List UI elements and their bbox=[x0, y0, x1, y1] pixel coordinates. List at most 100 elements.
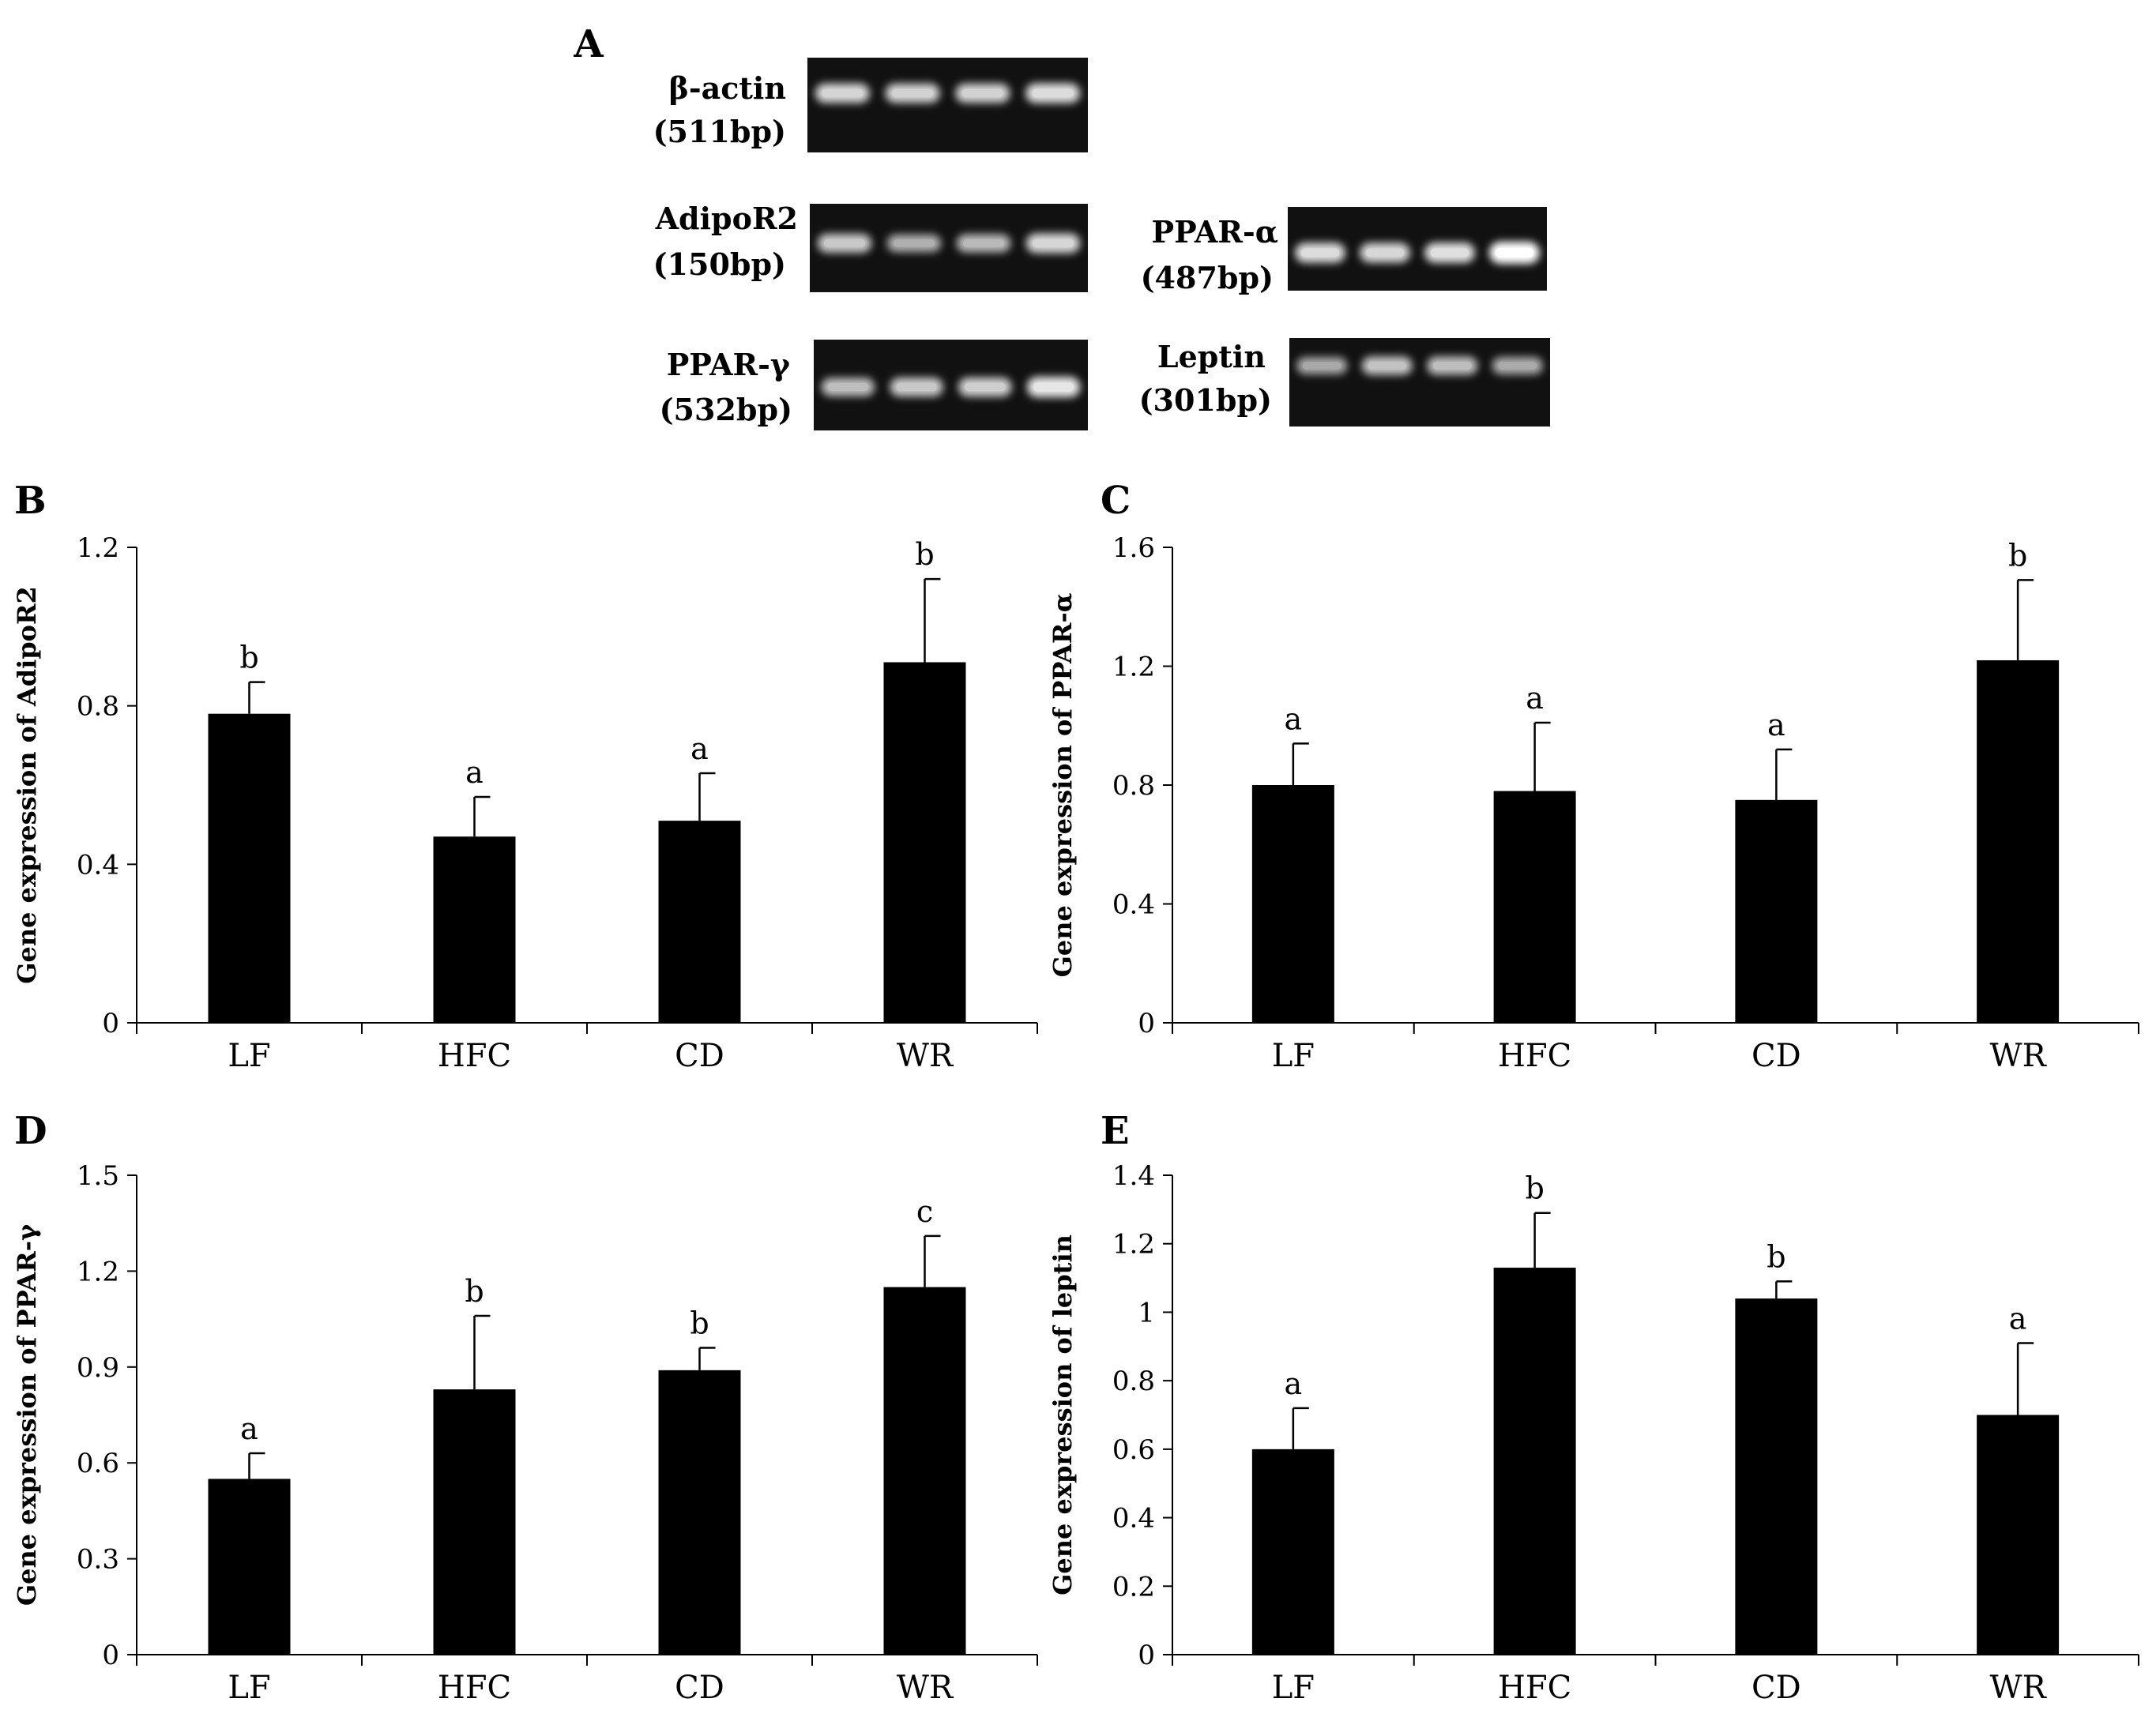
band-core-b-actin-lane-3 bbox=[961, 88, 1004, 98]
y-tick-label-e-7: 1.4 bbox=[1112, 1160, 1155, 1192]
x-category-label-c-hfc: HFC bbox=[1498, 1038, 1571, 1074]
gel-b-actin: β-actin (511bp) bbox=[653, 58, 1088, 152]
significance-label-b-hfc: a bbox=[465, 755, 484, 790]
chart-b: B 0 0.4 0.8 1.2 Gene expression of AdipoR2 b L… bbox=[12, 479, 1038, 1074]
bar-e-cd bbox=[1735, 1298, 1818, 1655]
bar-e-lf bbox=[1251, 1449, 1334, 1655]
y-tick-label-d-4: 1.2 bbox=[77, 1256, 119, 1287]
y-tick-label-d-3: 0.9 bbox=[77, 1352, 119, 1384]
y-tick-label-b-3: 1.2 bbox=[77, 532, 119, 564]
x-category-label-b-wr: WR bbox=[897, 1038, 954, 1074]
significance-label-e-cd: b bbox=[1767, 1239, 1785, 1274]
gel-size-ppar-alpha: (487bp) bbox=[1141, 260, 1274, 295]
significance-label-e-wr: a bbox=[2009, 1301, 2027, 1336]
y-tick-label-b-1: 0.4 bbox=[77, 849, 119, 881]
significance-label-b-lf: b bbox=[239, 641, 258, 675]
y-tick-label-d-5: 1.5 bbox=[77, 1160, 119, 1192]
y-tick-label-e-5: 1 bbox=[1138, 1297, 1155, 1328]
significance-label-d-hfc: b bbox=[465, 1274, 484, 1309]
gel-adipor2: AdipoR2 (150bp) bbox=[653, 201, 1088, 292]
y-tick-label-e-0: 0 bbox=[1138, 1640, 1155, 1671]
y-tick-label-d-1: 0.3 bbox=[77, 1544, 119, 1576]
panel-letter-c: C bbox=[1101, 479, 1131, 523]
gel-image-b-actin bbox=[807, 58, 1088, 152]
band-core-leptin-lane-1 bbox=[1302, 362, 1341, 370]
bar-b-lf bbox=[208, 713, 291, 1023]
significance-label-c-wr: b bbox=[2008, 538, 2027, 573]
gel-size-adipor2: (150bp) bbox=[653, 246, 786, 282]
gel-image-leptin bbox=[1289, 338, 1550, 426]
gel-name-adipor2: AdipoR2 bbox=[655, 201, 798, 236]
x-category-label-c-lf: LF bbox=[1272, 1038, 1315, 1074]
band-core-adipor2-lane-3 bbox=[962, 239, 1005, 248]
bar-e-wr bbox=[1977, 1415, 2060, 1655]
panel-letter-e: E bbox=[1101, 1109, 1130, 1153]
bar-d-hfc bbox=[433, 1389, 516, 1655]
significance-label-c-hfc: a bbox=[1526, 681, 1544, 716]
bar-d-wr bbox=[883, 1287, 966, 1655]
band-core-adipor2-lane-1 bbox=[823, 239, 866, 248]
gel-panel: A β-actin (511bp) AdipoR2 (150bp) PPAR-α… bbox=[573, 22, 1550, 430]
significance-label-b-cd: a bbox=[690, 731, 709, 766]
x-category-label-e-cd: CD bbox=[1752, 1670, 1801, 1706]
x-category-label-c-cd: CD bbox=[1752, 1038, 1801, 1074]
band-core-ppar-gamma-lane-3 bbox=[965, 382, 1006, 392]
bar-c-cd bbox=[1735, 799, 1818, 1023]
gel-ppar-alpha: PPAR-α (487bp) bbox=[1141, 207, 1547, 295]
band-core-adipor2-lane-2 bbox=[893, 239, 935, 247]
y-tick-label-c-0: 0 bbox=[1138, 1008, 1155, 1039]
band-core-ppar-alpha-lane-1 bbox=[1300, 248, 1340, 257]
chart-c: C 0 0.4 0.8 1.2 1.6 Gene expression of PPAR-α… bbox=[1048, 479, 2139, 1074]
gel-size-leptin: (301bp) bbox=[1139, 382, 1272, 418]
gel-ppar-gamma: PPAR-γ (532bp) bbox=[660, 340, 1088, 430]
x-category-label-d-cd: CD bbox=[675, 1670, 724, 1706]
y-tick-label-e-2: 0.4 bbox=[1112, 1503, 1155, 1535]
x-category-label-b-cd: CD bbox=[675, 1038, 724, 1074]
y-axis-title-d: Gene expression of PPAR-γ bbox=[12, 1223, 42, 1606]
bar-d-lf bbox=[208, 1479, 291, 1655]
panel-letter-a: A bbox=[573, 22, 604, 66]
x-category-label-c-wr: WR bbox=[1990, 1038, 2048, 1074]
band-core-leptin-lane-2 bbox=[1368, 361, 1407, 370]
band-core-ppar-alpha-lane-3 bbox=[1430, 248, 1469, 257]
x-category-label-e-wr: WR bbox=[1990, 1670, 2048, 1706]
significance-label-d-wr: c bbox=[916, 1194, 933, 1229]
y-axis-title-b: Gene expression of AdipoR2 bbox=[12, 586, 42, 984]
gel-name-ppar-alpha: PPAR-α bbox=[1152, 214, 1278, 250]
band-core-ppar-gamma-lane-4 bbox=[1033, 382, 1074, 392]
y-tick-label-c-3: 1.2 bbox=[1112, 652, 1155, 683]
band-core-adipor2-lane-4 bbox=[1032, 239, 1074, 248]
gel-size-b-actin: (511bp) bbox=[653, 114, 786, 149]
band-core-leptin-lane-3 bbox=[1432, 361, 1472, 370]
bar-c-hfc bbox=[1493, 791, 1576, 1023]
bar-c-wr bbox=[1977, 659, 2060, 1023]
y-tick-label-e-1: 0.2 bbox=[1112, 1571, 1155, 1603]
gel-name-leptin: Leptin bbox=[1157, 339, 1266, 374]
significance-label-e-lf: a bbox=[1285, 1366, 1303, 1401]
y-tick-label-d-0: 0 bbox=[102, 1640, 119, 1671]
significance-label-c-lf: a bbox=[1285, 701, 1303, 736]
x-category-label-d-wr: WR bbox=[897, 1670, 954, 1706]
significance-label-b-wr: b bbox=[915, 537, 934, 572]
bar-b-hfc bbox=[433, 836, 516, 1023]
significance-label-d-lf: a bbox=[240, 1411, 258, 1446]
chart-e: E 0 0.2 0.4 0.6 0.8 1 1.2 1.4 Gene expression of… bbox=[1048, 1109, 2139, 1706]
band-core-leptin-lane-4 bbox=[1498, 362, 1537, 370]
gel-name-ppar-gamma: PPAR-γ bbox=[667, 347, 791, 382]
gel-size-ppar-gamma: (532bp) bbox=[660, 392, 792, 427]
band-core-ppar-gamma-lane-2 bbox=[896, 382, 937, 392]
bar-d-cd bbox=[658, 1370, 741, 1655]
band-core-b-actin-lane-1 bbox=[822, 88, 864, 98]
y-tick-label-b-2: 0.8 bbox=[77, 691, 119, 723]
panel-letter-d: D bbox=[14, 1109, 47, 1153]
bar-c-lf bbox=[1251, 785, 1334, 1023]
significance-label-d-cd: b bbox=[690, 1306, 709, 1341]
y-tick-label-e-6: 1.2 bbox=[1112, 1229, 1155, 1261]
y-tick-label-d-2: 0.6 bbox=[77, 1448, 119, 1479]
panel-letter-b: B bbox=[14, 479, 47, 523]
y-tick-label-c-2: 0.8 bbox=[1112, 770, 1155, 802]
band-core-b-actin-lane-2 bbox=[891, 88, 934, 98]
y-tick-label-c-4: 1.6 bbox=[1112, 532, 1155, 564]
y-tick-label-e-3: 0.6 bbox=[1112, 1434, 1155, 1466]
gel-name-b-actin: β-actin bbox=[669, 70, 786, 106]
